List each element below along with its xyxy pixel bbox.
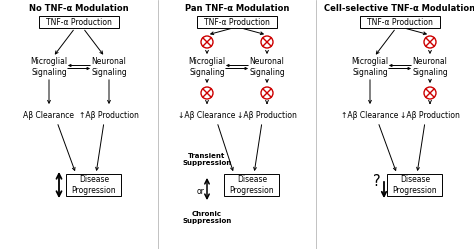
FancyBboxPatch shape [225,174,280,196]
Text: ↓Aβ Production: ↓Aβ Production [400,111,460,120]
Text: TNF-α Production: TNF-α Production [46,17,112,26]
FancyBboxPatch shape [197,16,277,28]
Text: Microglial
Signaling: Microglial Signaling [351,57,389,77]
Text: Neuronal
Signaling: Neuronal Signaling [412,57,448,77]
Text: Microglial
Signaling: Microglial Signaling [189,57,226,77]
Text: or: or [197,187,205,195]
Text: ↑Aβ Clearance: ↑Aβ Clearance [341,111,399,120]
Text: ?: ? [373,174,381,188]
Text: Aβ Clearance: Aβ Clearance [24,111,74,120]
FancyBboxPatch shape [360,16,440,28]
Text: ↓Aβ Clearance: ↓Aβ Clearance [178,111,236,120]
Text: Neuronal
Signaling: Neuronal Signaling [91,57,127,77]
Text: Disease
Progression: Disease Progression [392,175,438,195]
FancyBboxPatch shape [66,174,121,196]
Text: Chronic
Suppression: Chronic Suppression [182,210,232,224]
Text: No TNF-α Modulation: No TNF-α Modulation [29,4,129,13]
Text: TNF-α Production: TNF-α Production [204,17,270,26]
FancyBboxPatch shape [39,16,119,28]
Text: Disease
Progression: Disease Progression [72,175,116,195]
Text: Microglial
Signaling: Microglial Signaling [30,57,68,77]
Text: ↓Aβ Production: ↓Aβ Production [237,111,297,120]
Text: TNF-α Production: TNF-α Production [367,17,433,26]
Text: Disease
Progression: Disease Progression [230,175,274,195]
Text: Pan TNF-α Modulation: Pan TNF-α Modulation [185,4,289,13]
Text: Cell-selective TNF-α Modulation: Cell-selective TNF-α Modulation [324,4,474,13]
Text: Transient
Suppression: Transient Suppression [182,152,232,166]
FancyBboxPatch shape [388,174,443,196]
Text: ↑Aβ Production: ↑Aβ Production [79,111,139,120]
Text: Neuronal
Signaling: Neuronal Signaling [249,57,285,77]
